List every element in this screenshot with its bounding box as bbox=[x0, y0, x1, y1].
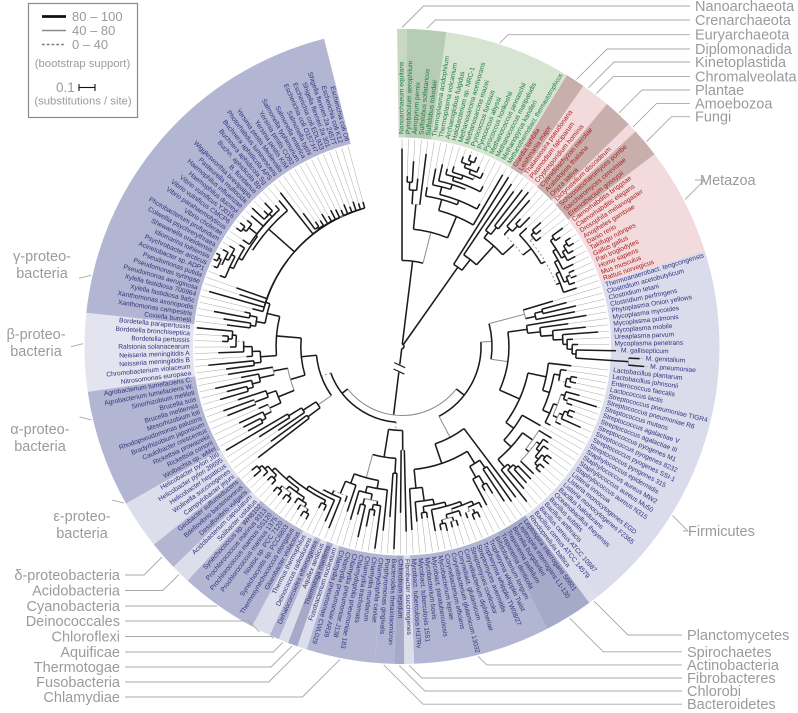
svg-text:Chloroflexi: Chloroflexi bbox=[52, 630, 121, 646]
svg-text:M. pneumoniae: M. pneumoniae bbox=[650, 363, 697, 374]
svg-text:bacteria: bacteria bbox=[14, 439, 67, 455]
svg-text:0.1: 0.1 bbox=[56, 80, 75, 95]
svg-text:Fibrobacteres: Fibrobacteres bbox=[687, 671, 776, 687]
svg-text:bacteria: bacteria bbox=[56, 526, 109, 542]
svg-text:α-proteo-: α-proteo- bbox=[10, 422, 69, 438]
svg-text:Aeropyrum pernix: Aeropyrum pernix bbox=[412, 81, 422, 134]
svg-text:Plantae: Plantae bbox=[695, 83, 744, 99]
svg-text:Ureaplasma parvum: Ureaplasma parvum bbox=[614, 331, 674, 341]
svg-text:Planctomycetes: Planctomycetes bbox=[687, 628, 789, 644]
svg-text:Bordetella pertussis: Bordetella pertussis bbox=[131, 335, 190, 344]
svg-text:Acidobacteria: Acidobacteria bbox=[32, 584, 121, 600]
svg-text:0 – 40: 0 – 40 bbox=[72, 37, 108, 52]
svg-text:Fusobacteria: Fusobacteria bbox=[36, 675, 121, 691]
svg-text:(bootstrap support): (bootstrap support) bbox=[35, 58, 131, 70]
svg-text:ε-proteo-: ε-proteo- bbox=[53, 509, 110, 525]
svg-text:Ralstonia solanacearum: Ralstonia solanacearum bbox=[118, 344, 190, 351]
svg-text:Thermotogae: Thermotogae bbox=[34, 660, 120, 676]
svg-text:Actinobacteria: Actinobacteria bbox=[687, 658, 780, 674]
svg-text:Bacteroides thetaiotaomicron: Bacteroides thetaiotaomicron bbox=[387, 559, 397, 646]
svg-text:(substitutions / site): (substitutions / site) bbox=[34, 96, 132, 108]
svg-text:Chromalveolata: Chromalveolata bbox=[695, 69, 797, 85]
svg-text:Firmicutes: Firmicutes bbox=[688, 524, 755, 540]
svg-text:80 – 100: 80 – 100 bbox=[72, 9, 123, 24]
svg-text:Pyrobaculum aerophilum: Pyrobaculum aerophilum bbox=[405, 60, 414, 134]
svg-text:δ-proteobacteria: δ-proteobacteria bbox=[14, 568, 121, 584]
svg-text:Amoebozoa: Amoebozoa bbox=[695, 96, 773, 112]
svg-text:Chlorobi: Chlorobi bbox=[687, 684, 741, 700]
svg-text:Fibrobacter succinogenes: Fibrobacter succinogenes bbox=[403, 559, 412, 636]
svg-text:Kinetoplastida: Kinetoplastida bbox=[695, 55, 787, 71]
svg-text:Neisseria meningitidis B: Neisseria meningitidis B bbox=[119, 357, 191, 369]
svg-text:Diplomonadida: Diplomonadida bbox=[695, 42, 793, 58]
svg-text:Fungi: Fungi bbox=[695, 110, 731, 126]
svg-text:Nanoarchaeum equitans: Nanoarchaeum equitans bbox=[399, 61, 406, 134]
svg-text:Chlorobium tepidum: Chlorobium tepidum bbox=[396, 559, 404, 619]
svg-text:Euryarchaeota: Euryarchaeota bbox=[695, 28, 790, 44]
svg-text:Cyanobacteria: Cyanobacteria bbox=[27, 599, 121, 615]
svg-text:Bordetella bronchiseptica: Bordetella bronchiseptica bbox=[115, 326, 190, 337]
svg-text:Chlamydiae: Chlamydiae bbox=[43, 690, 120, 706]
svg-text:Mycobact. tuberculosis H37Rv: Mycobact. tuberculosis H37Rv bbox=[410, 559, 422, 650]
svg-text:Deinococcales: Deinococcales bbox=[26, 614, 120, 630]
svg-text:Neisseria meningitidis A: Neisseria meningitidis A bbox=[119, 350, 190, 359]
svg-text:M. gallisepticum: M. gallisepticum bbox=[621, 347, 669, 355]
svg-text:M. genitalium: M. genitalium bbox=[646, 355, 686, 364]
svg-text:40 – 80: 40 – 80 bbox=[72, 23, 115, 38]
svg-text:Mycoplasma penetrans: Mycoplasma penetrans bbox=[614, 340, 683, 348]
svg-text:γ-proteo-: γ-proteo- bbox=[13, 249, 71, 265]
svg-text:Crenarchaeota: Crenarchaeota bbox=[695, 13, 792, 29]
svg-text:Aquificae: Aquificae bbox=[60, 645, 120, 661]
svg-text:bacteria: bacteria bbox=[16, 266, 69, 282]
svg-text:Metazoa: Metazoa bbox=[700, 173, 757, 189]
svg-text:Nanoarchaeota: Nanoarchaeota bbox=[695, 0, 795, 15]
svg-text:bacteria: bacteria bbox=[10, 344, 63, 360]
svg-text:Spirochaetes: Spirochaetes bbox=[687, 645, 772, 661]
svg-text:Bacteroidetes: Bacteroidetes bbox=[687, 697, 776, 713]
svg-text:β-proteo-: β-proteo- bbox=[6, 327, 65, 343]
svg-text:Mycoplasma mobile: Mycoplasma mobile bbox=[614, 323, 673, 334]
